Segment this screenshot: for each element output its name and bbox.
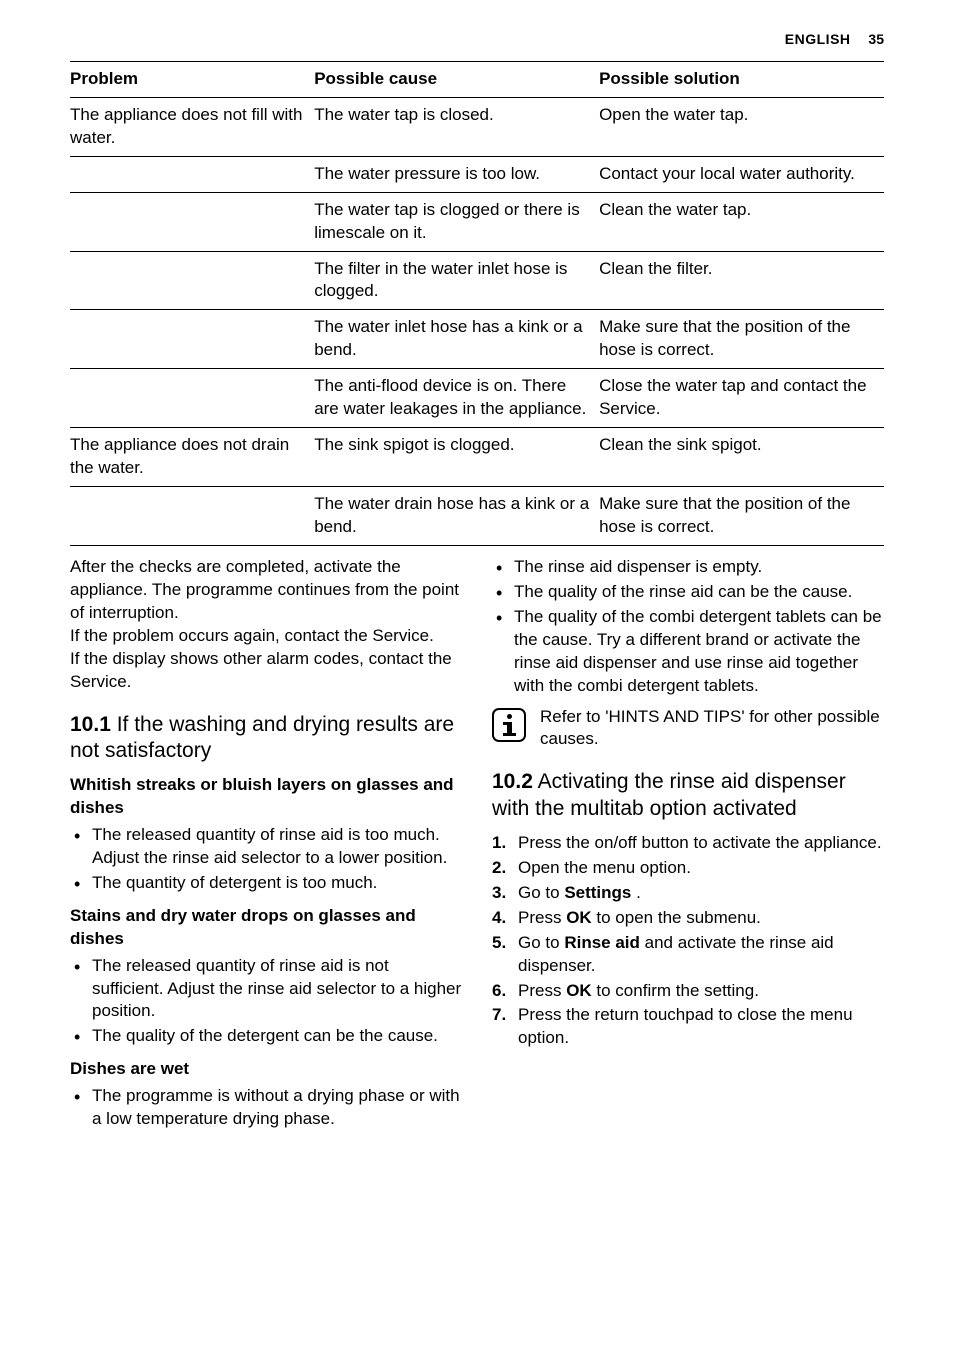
cell-cause: The water drain hose has a kink or a ben… xyxy=(314,487,599,546)
section-title: If the washing and drying results are no… xyxy=(70,713,454,762)
table-row: The anti-flood device is on. There are w… xyxy=(70,369,884,428)
intro-para-1: After the checks are completed, activate… xyxy=(70,556,462,625)
step-bold-term: OK xyxy=(566,981,592,1000)
step-item: Press the return touchpad to close the m… xyxy=(492,1004,884,1050)
step-bold-term: OK xyxy=(566,908,592,927)
cell-solution: Make sure that the position of the hose … xyxy=(599,310,884,369)
list-wet: The programme is without a drying phase … xyxy=(70,1085,462,1131)
table-row: The water pressure is too low.Contact yo… xyxy=(70,156,884,192)
step-item: Press the on/off button to activate the … xyxy=(492,832,884,855)
cell-cause: The filter in the water inlet hose is cl… xyxy=(314,251,599,310)
language-label: ENGLISH xyxy=(785,31,851,47)
table-row: The water drain hose has a kink or a ben… xyxy=(70,487,884,546)
list-whitish: The released quantity of rinse aid is to… xyxy=(70,824,462,895)
page-header: ENGLISH 35 xyxy=(70,30,884,49)
step-bold-term: Rinse aid xyxy=(564,933,640,952)
cell-solution: Clean the water tap. xyxy=(599,192,884,251)
cell-solution: Clean the sink spigot. xyxy=(599,428,884,487)
cell-problem xyxy=(70,192,314,251)
section-10-2-heading: 10.2 Activating the rinse aid dispenser … xyxy=(492,769,884,822)
cell-cause: The water tap is clogged or there is lim… xyxy=(314,192,599,251)
step-item: Go to Rinse aid and activate the rinse a… xyxy=(492,932,884,978)
list-wet-continued: The rinse aid dispenser is empty. The qu… xyxy=(492,556,884,698)
cell-problem xyxy=(70,251,314,310)
cell-cause: The anti-flood device is on. There are w… xyxy=(314,369,599,428)
step-item: Go to Settings . xyxy=(492,882,884,905)
section-title: Activating the rinse aid dispenser with … xyxy=(492,770,846,819)
table-row: The appliance does not fill with water.T… xyxy=(70,97,884,156)
col-header-cause: Possible cause xyxy=(314,61,599,97)
cell-problem xyxy=(70,487,314,546)
cell-solution: Close the water tap and contact the Serv… xyxy=(599,369,884,428)
list-item: The quality of the detergent can be the … xyxy=(70,1025,462,1048)
step-item: Press OK to confirm the setting. xyxy=(492,980,884,1003)
cell-cause: The water pressure is too low. xyxy=(314,156,599,192)
info-icon xyxy=(492,708,526,742)
section-number: 10.2 xyxy=(492,770,533,793)
list-item: The quality of the rinse aid can be the … xyxy=(492,581,884,604)
left-column: After the checks are completed, activate… xyxy=(70,556,462,1137)
table-header-row: Problem Possible cause Possible solution xyxy=(70,61,884,97)
table-row: The filter in the water inlet hose is cl… xyxy=(70,251,884,310)
info-note-text: Refer to 'HINTS AND TIPS' for other poss… xyxy=(540,706,884,752)
section-10-1-heading: 10.1 If the washing and drying results a… xyxy=(70,712,462,765)
troubleshooting-table: Problem Possible cause Possible solution… xyxy=(70,61,884,546)
two-column-layout: After the checks are completed, activate… xyxy=(70,556,884,1137)
intro-para-3: If the display shows other alarm codes, … xyxy=(70,648,462,694)
cell-cause: The water tap is closed. xyxy=(314,97,599,156)
cell-problem: The appliance does not drain the water. xyxy=(70,428,314,487)
table-row: The appliance does not drain the water.T… xyxy=(70,428,884,487)
table-row: The water tap is clogged or there is lim… xyxy=(70,192,884,251)
cell-problem xyxy=(70,369,314,428)
cell-solution: Contact your local water authority. xyxy=(599,156,884,192)
section-number: 10.1 xyxy=(70,713,111,736)
table-body: The appliance does not fill with water.T… xyxy=(70,97,884,545)
list-item: The quality of the combi detergent table… xyxy=(492,606,884,698)
intro-para-2: If the problem occurs again, contact the… xyxy=(70,625,462,648)
list-stains: The released quantity of rinse aid is no… xyxy=(70,955,462,1049)
col-header-problem: Problem xyxy=(70,61,314,97)
right-column: The rinse aid dispenser is empty. The qu… xyxy=(492,556,884,1137)
cell-solution: Make sure that the position of the hose … xyxy=(599,487,884,546)
list-item: The quantity of detergent is too much. xyxy=(70,872,462,895)
cell-problem xyxy=(70,310,314,369)
subheading-whitish: Whitish streaks or bluish layers on glas… xyxy=(70,774,462,820)
cell-cause: The water inlet hose has a kink or a ben… xyxy=(314,310,599,369)
info-note: Refer to 'HINTS AND TIPS' for other poss… xyxy=(492,706,884,752)
subheading-wet: Dishes are wet xyxy=(70,1058,462,1081)
list-item: The released quantity of rinse aid is to… xyxy=(70,824,462,870)
steps-list: Press the on/off button to activate the … xyxy=(492,832,884,1050)
page-number: 35 xyxy=(868,31,884,47)
list-item: The released quantity of rinse aid is no… xyxy=(70,955,462,1024)
subheading-stains: Stains and dry water drops on glasses an… xyxy=(70,905,462,951)
cell-cause: The sink spigot is clogged. xyxy=(314,428,599,487)
table-row: The water inlet hose has a kink or a ben… xyxy=(70,310,884,369)
col-header-solution: Possible solution xyxy=(599,61,884,97)
list-item: The programme is without a drying phase … xyxy=(70,1085,462,1131)
cell-problem xyxy=(70,156,314,192)
cell-problem: The appliance does not fill with water. xyxy=(70,97,314,156)
step-bold-term: Settings xyxy=(564,883,631,902)
step-item: Press OK to open the submenu. xyxy=(492,907,884,930)
cell-solution: Open the water tap. xyxy=(599,97,884,156)
cell-solution: Clean the filter. xyxy=(599,251,884,310)
step-item: Open the menu option. xyxy=(492,857,884,880)
list-item: The rinse aid dispenser is empty. xyxy=(492,556,884,579)
